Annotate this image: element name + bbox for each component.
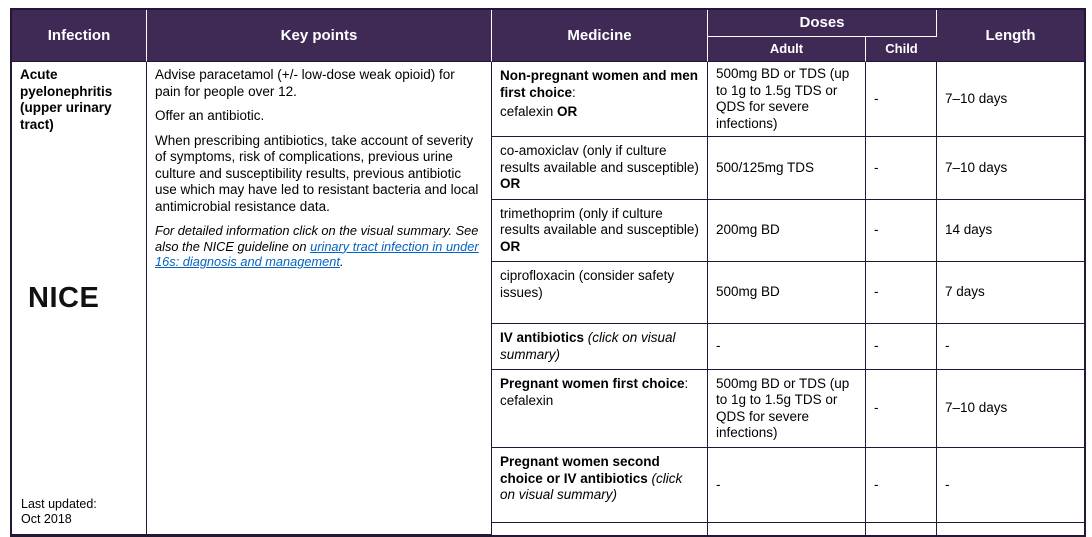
last-updated-value: Oct 2018	[21, 512, 72, 527]
length-cell	[937, 523, 1084, 535]
medicine-cell: IV antibiotics (click on visual summary)	[492, 324, 708, 371]
length-cell: -	[937, 324, 1084, 371]
col-header-adult: Adult	[708, 37, 866, 63]
uti-under-16s-guideline-link[interactable]: urinary tract infection in under 16s: di…	[155, 238, 479, 270]
child-dose-cell: -	[866, 62, 937, 138]
length-cell: 7–10 days	[937, 62, 1084, 138]
child-dose-cell: -	[866, 199, 937, 263]
medicine-cell: Pregnant women second choice or IV antib…	[492, 448, 708, 524]
medicine-cell: co-amoxiclav (only if culture results av…	[492, 137, 708, 200]
nice-logo: NICE	[28, 282, 100, 315]
length-cell: -	[937, 448, 1084, 524]
adult-dose-cell: -	[708, 324, 866, 371]
col-header-doses: Doses	[708, 10, 937, 38]
child-dose-cell: -	[866, 324, 937, 371]
medicine-cell: Non-pregnant women and men first choice:…	[492, 62, 708, 138]
header-row-2: Adult Child	[12, 37, 1084, 63]
adult-dose-cell: 500mg BD or TDS (up to 1g to 1.5g TDS or…	[708, 370, 866, 449]
header-row-1: Infection Key points Medicine Doses Leng…	[12, 10, 1084, 63]
medicine-heading-line: Non-pregnant women and men first choice:	[500, 68, 699, 101]
last-updated: Last updated: Oct 2018	[21, 497, 97, 528]
child-dose-cell: -	[866, 137, 937, 200]
length-cell: 14 days	[937, 200, 1084, 263]
medicine-drug: cefalexin	[500, 104, 558, 120]
medicine-group-label: Pregnant women first choice	[500, 376, 685, 392]
adult-dose-cell: 500/125mg TDS	[708, 137, 866, 200]
visual-summary-note: (click on visual summary)	[500, 330, 676, 362]
table-row-iv-antibiotics: IV antibiotics (click on visual summary)…	[12, 324, 1084, 371]
col-header-key-points: Key points	[147, 10, 492, 63]
or-label: OR	[500, 238, 521, 254]
medicine-drug: : cefalexin	[500, 376, 689, 408]
key-points-cell: Advise paracetamol (+/- low-dose weak op…	[147, 62, 492, 536]
table-row-pregnant-second-choice: Pregnant women second choice or IV antib…	[12, 448, 1084, 524]
adult-dose-cell: -	[708, 448, 866, 524]
col-header-length: Length	[937, 10, 1084, 63]
medicine-cell	[492, 523, 708, 536]
note-suffix: .	[339, 254, 344, 270]
adult-dose-cell: 500mg BD	[708, 262, 866, 325]
medicine-drug-line: cefalexin OR	[500, 104, 699, 120]
or-label: OR	[500, 176, 521, 192]
medicine-cell: trimethoprim (only if culture results av…	[492, 199, 708, 263]
table-row-ciprofloxacin: ciprofloxacin (consider safety issues) 5…	[12, 262, 1084, 325]
medicine-drug: co-amoxiclav (only if culture results av…	[500, 143, 699, 175]
child-dose-cell: -	[866, 262, 937, 325]
medicine-group-label: Non-pregnant women and men first choice	[500, 68, 699, 100]
child-dose-cell: -	[866, 448, 937, 524]
last-updated-label: Last updated:	[21, 496, 97, 511]
key-point-offer-antibiotic: Offer an antibiotic.	[155, 108, 265, 124]
visual-summary-note: (click on visual summary)	[500, 470, 683, 502]
adult-dose-cell	[708, 523, 866, 536]
col-header-child: Child	[866, 37, 937, 63]
child-dose-cell	[866, 523, 937, 536]
antimicrobial-prescribing-table: Infection Key points Medicine Doses Leng…	[10, 8, 1086, 537]
table-row-pregnant-first-choice: Pregnant women first choice: cefalexin 5…	[12, 370, 1084, 449]
col-header-infection: Infection	[12, 10, 147, 63]
medicine-cell: ciprofloxacin (consider safety issues)	[492, 262, 708, 325]
medicine-group-label: Pregnant women second choice or IV antib…	[500, 454, 660, 486]
infection-name: Acute pyelonephritis (upper urinary trac…	[20, 67, 113, 132]
table-row-trimethoprim: trimethoprim (only if culture results av…	[12, 199, 1084, 263]
table-row-nonpregnant-first-choice: Acute pyelonephritis (upper urinary trac…	[12, 62, 1084, 536]
medicine-drug: trimethoprim (only if culture results av…	[500, 205, 699, 238]
note-text: For detailed information click on the vi…	[155, 223, 479, 254]
col-header-medicine: Medicine	[492, 10, 708, 63]
or-label: OR	[557, 104, 578, 120]
medicine-cell: Pregnant women first choice: cefalexin	[492, 370, 708, 449]
length-cell: 7 days	[937, 262, 1084, 325]
adult-dose-cell: 200mg BD	[708, 199, 866, 263]
medicine-colon: :	[572, 84, 576, 100]
adult-dose-cell: 500mg BD or TDS (up to 1g to 1.5g TDS or…	[708, 62, 866, 138]
key-point-note: For detailed information click on the vi…	[155, 223, 483, 270]
medicine-group-label: IV antibiotics	[500, 330, 588, 346]
child-dose-cell: -	[866, 370, 937, 449]
infection-cell: Acute pyelonephritis (upper urinary trac…	[12, 62, 147, 536]
key-point-prescribing-considerations: When prescribing antibiotics, take accou…	[155, 132, 479, 214]
length-cell: 7–10 days	[937, 370, 1084, 449]
table-row-co-amoxiclav: co-amoxiclav (only if culture results av…	[12, 137, 1084, 200]
key-point-pain-advice: Advise paracetamol (+/- low-dose weak op…	[155, 67, 455, 99]
medicine-drug: ciprofloxacin (consider safety issues)	[500, 268, 675, 300]
length-cell: 7–10 days	[937, 137, 1084, 200]
